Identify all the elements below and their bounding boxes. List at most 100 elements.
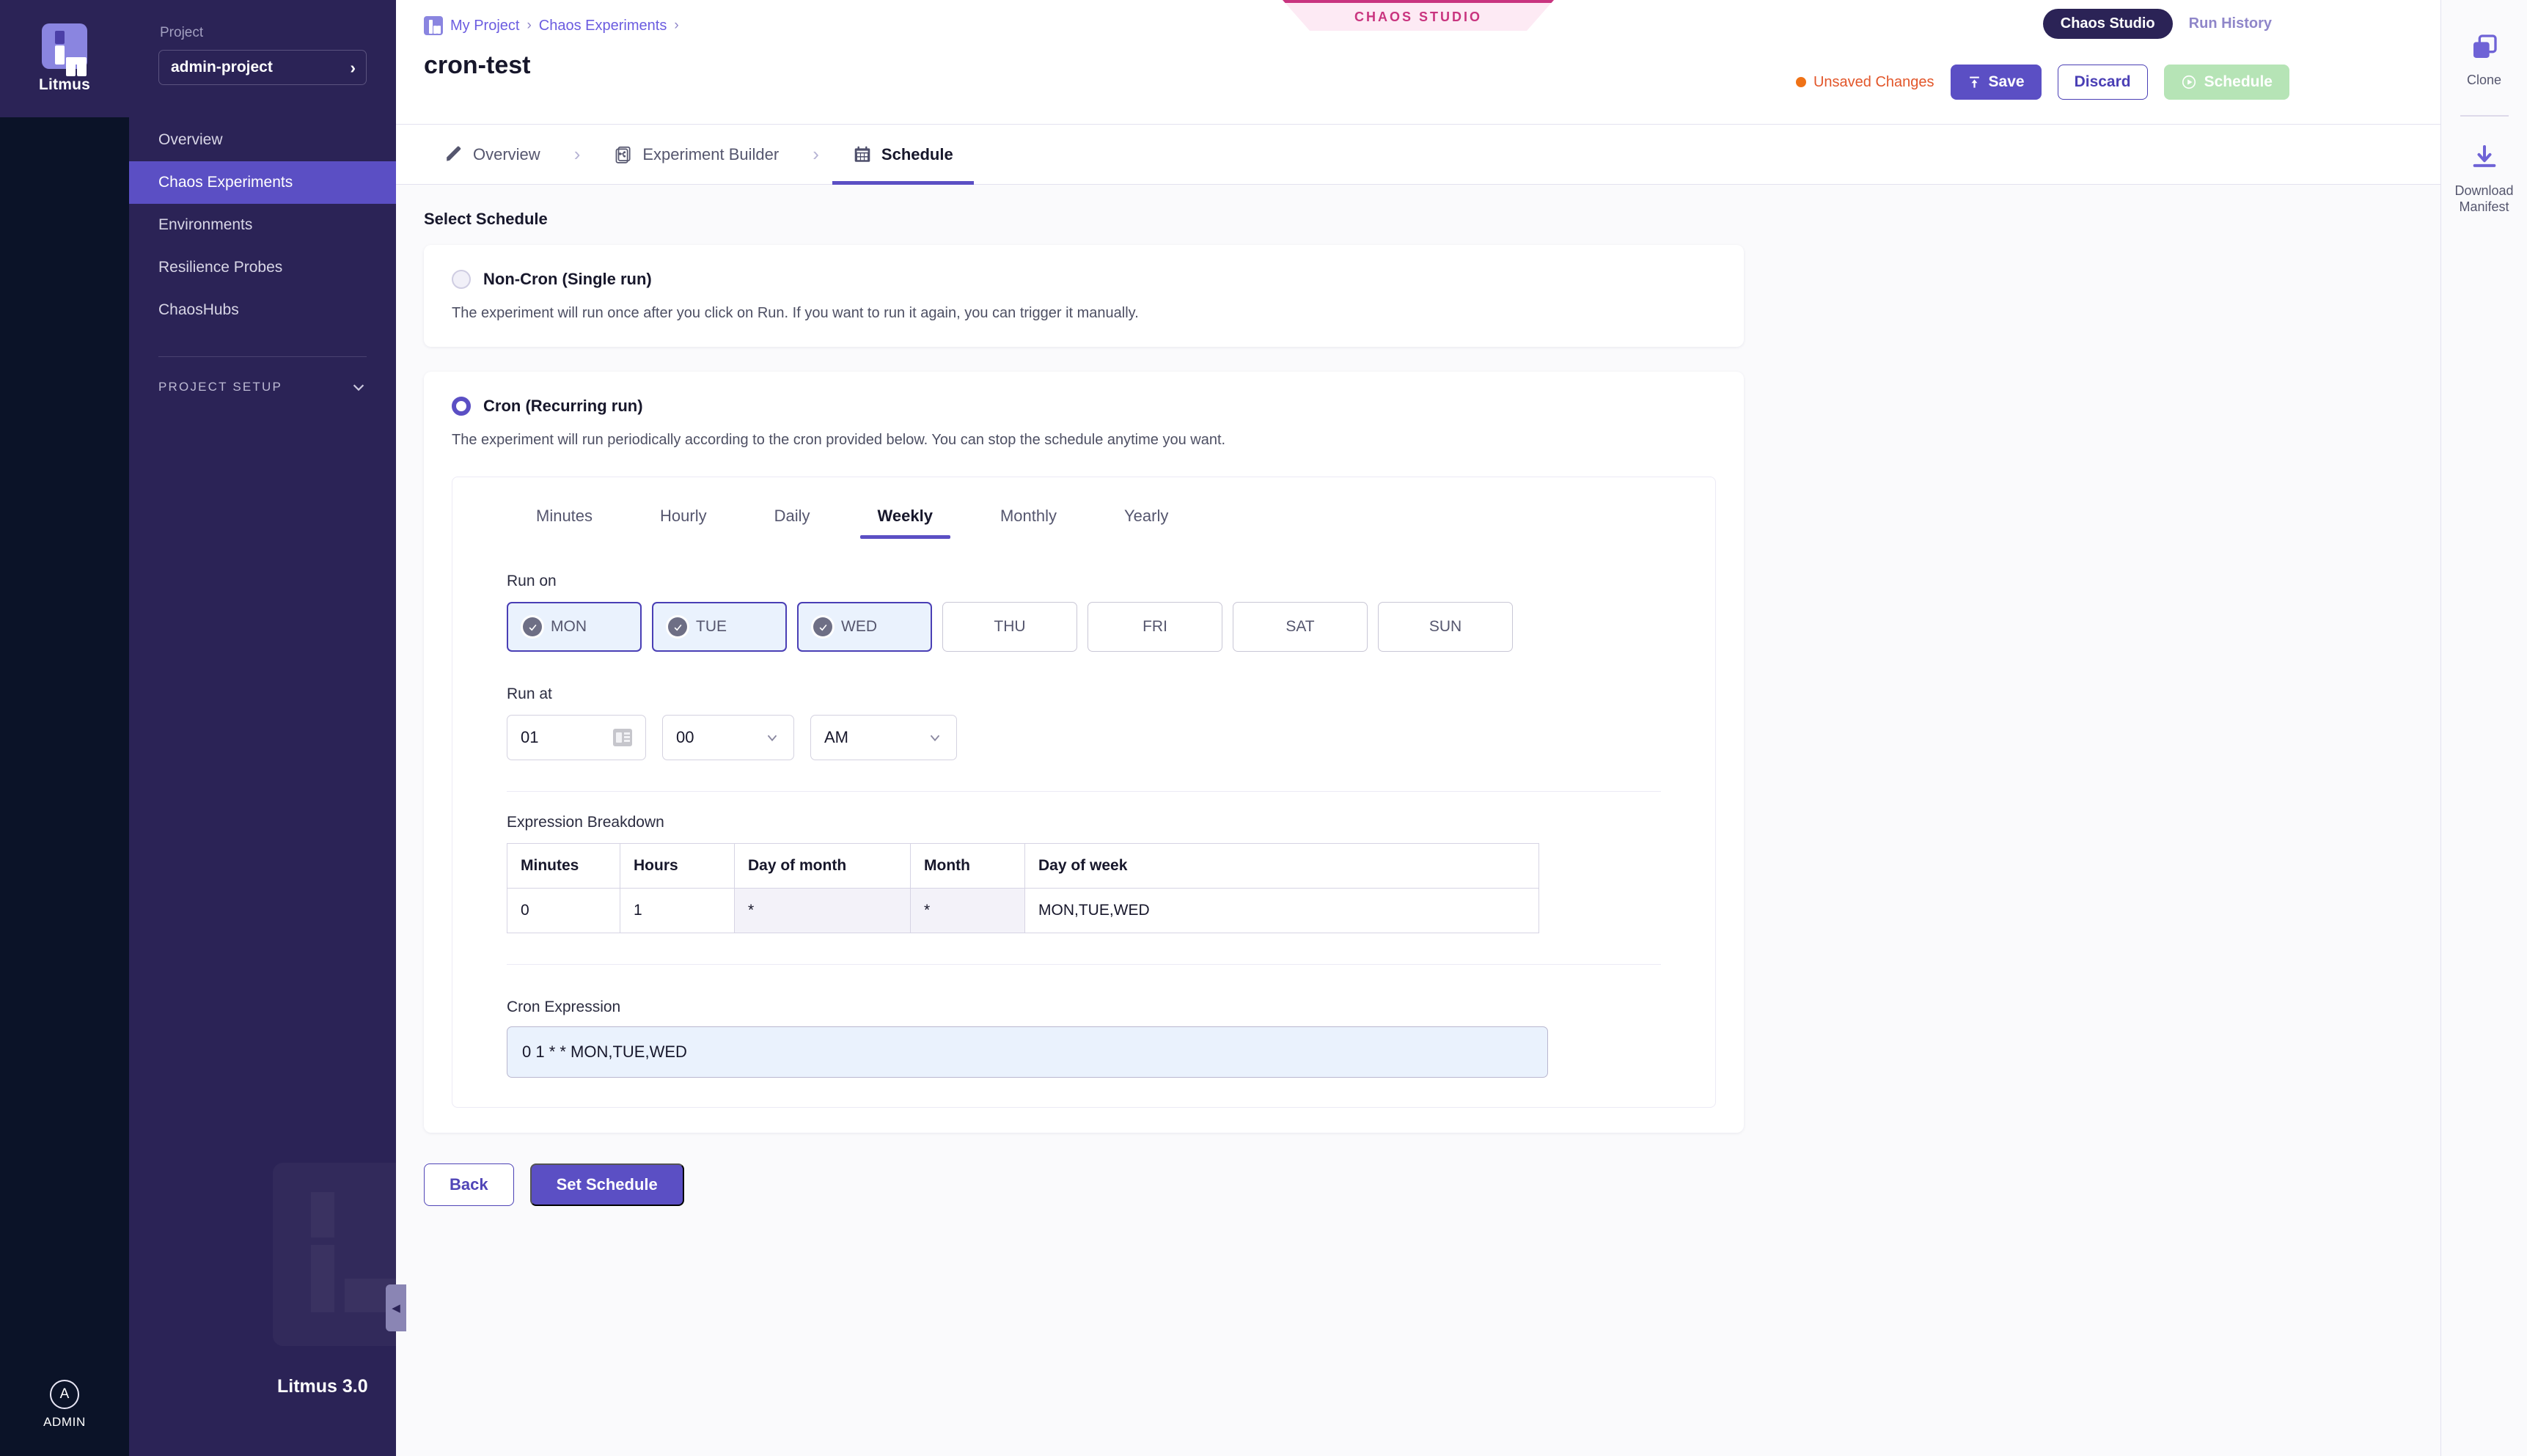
- option-header: Non-Cron (Single run): [452, 270, 1716, 289]
- unsaved-changes-badge: Unsaved Changes: [1795, 73, 1934, 91]
- avatar: A: [50, 1380, 79, 1409]
- sidebar-divider: [158, 356, 367, 357]
- tab-experiment-builder[interactable]: Experiment Builder: [593, 125, 799, 185]
- hour-input[interactable]: 01: [507, 715, 646, 760]
- back-button[interactable]: Back: [424, 1163, 514, 1206]
- column-header-month: Month: [910, 843, 1025, 889]
- day-button-tue[interactable]: TUE: [652, 602, 787, 652]
- app-rail: Litmus A ADMIN: [0, 0, 129, 1456]
- chevron-right-icon: ›: [573, 143, 581, 165]
- option-description: The experiment will run periodically acc…: [452, 432, 1226, 448]
- meridiem-value: AM: [824, 728, 848, 746]
- clone-action[interactable]: Clone: [2467, 32, 2501, 89]
- cron-tab-minutes[interactable]: Minutes: [536, 507, 593, 525]
- breadcrumb-link-my-project[interactable]: My Project: [450, 17, 520, 34]
- right-rail-divider: [2460, 114, 2509, 117]
- tab-schedule[interactable]: Schedule: [832, 125, 974, 185]
- footer-actions: Back Set Schedule: [424, 1163, 2440, 1206]
- option-header: Cron (Recurring run): [452, 397, 1716, 416]
- cron-tab-hourly[interactable]: Hourly: [660, 507, 707, 525]
- radio-non-cron[interactable]: [452, 270, 471, 289]
- cron-tab-weekly[interactable]: Weekly: [859, 496, 951, 539]
- tab-label: Overview: [473, 144, 540, 163]
- day-selector: MON TUE WED THU: [507, 602, 1683, 652]
- section-title: Select Schedule: [424, 210, 548, 228]
- sidebar-item-environments[interactable]: Environments: [129, 204, 396, 246]
- project-selector[interactable]: admin-project ›: [158, 50, 367, 85]
- copy-icon: [2473, 34, 2497, 58]
- divider: [507, 791, 1661, 792]
- run-at-label: Run at: [507, 685, 552, 702]
- day-label: FRI: [1143, 618, 1167, 635]
- top-bar: CHAOS STUDIO My Project › Chaos Experime…: [396, 0, 2440, 125]
- cron-tab-yearly[interactable]: Yearly: [1124, 507, 1169, 525]
- sidebar-item-chaoshubs[interactable]: ChaosHubs: [129, 289, 396, 331]
- mode-tabs: Chaos Studio Run History: [2042, 9, 2272, 39]
- cell-day-of-month: *: [734, 888, 911, 933]
- expression-breakdown-label: Expression Breakdown: [507, 814, 664, 831]
- tab-overview[interactable]: Overview: [424, 125, 561, 185]
- brand-block[interactable]: Litmus: [0, 0, 129, 117]
- day-label: MON: [551, 618, 587, 635]
- day-button-wed[interactable]: WED: [797, 602, 932, 652]
- option-card-non-cron[interactable]: Non-Cron (Single run) The experiment wil…: [424, 245, 1744, 347]
- user-name: ADMIN: [43, 1415, 86, 1429]
- main-area: CHAOS STUDIO My Project › Chaos Experime…: [396, 0, 2440, 1456]
- unsaved-changes-label: Unsaved Changes: [1813, 73, 1934, 90]
- save-button[interactable]: Save: [1950, 65, 2042, 100]
- litmus-logo-icon: [424, 16, 443, 35]
- minute-select[interactable]: 00: [662, 715, 794, 760]
- brand-name: Litmus: [38, 76, 91, 93]
- breadcrumb: My Project › Chaos Experiments ›: [424, 0, 2440, 35]
- download-icon: [2473, 144, 2495, 167]
- breadcrumb-link-chaos-experiments[interactable]: Chaos Experiments: [538, 17, 667, 34]
- download-manifest-action[interactable]: Download Manifest: [2441, 143, 2527, 216]
- schedule-button[interactable]: Schedule: [2163, 65, 2289, 100]
- hour-value: 01: [521, 728, 539, 746]
- chevron-right-icon: ›: [350, 57, 356, 77]
- cell-day-of-week: MON,TUE,WED: [1024, 888, 1539, 933]
- play-circle-icon: [2182, 75, 2196, 89]
- user-account[interactable]: A ADMIN: [0, 1380, 129, 1430]
- cron-panel: Minutes Hourly Daily Weekly Monthly Year…: [452, 477, 1716, 1108]
- tab-chaos-studio[interactable]: Chaos Studio: [2042, 9, 2173, 39]
- day-button-thu[interactable]: THU: [942, 602, 1077, 652]
- collapse-left-icon[interactable]: ◀: [386, 1284, 406, 1331]
- cron-tab-daily[interactable]: Daily: [774, 507, 810, 525]
- day-button-sun[interactable]: SUN: [1378, 602, 1513, 652]
- sidebar-item-chaos-experiments[interactable]: Chaos Experiments: [129, 161, 396, 204]
- chevron-down-icon: [767, 735, 777, 742]
- upload-icon: [1969, 76, 1979, 88]
- option-card-cron[interactable]: Cron (Recurring run) The experiment will…: [424, 372, 1744, 1133]
- project-selector-value: admin-project: [171, 59, 273, 76]
- sidebar-item-resilience-probes[interactable]: Resilience Probes: [129, 246, 396, 289]
- day-label: THU: [994, 618, 1026, 635]
- page-title: cron-test: [424, 51, 531, 79]
- set-schedule-button[interactable]: Set Schedule: [529, 1163, 684, 1206]
- day-button-mon[interactable]: MON: [507, 602, 642, 652]
- tab-run-history[interactable]: Run History: [2188, 15, 2272, 32]
- sidebar-item-overview[interactable]: Overview: [129, 119, 396, 161]
- cell-minutes: 0: [507, 888, 620, 933]
- run-on-label: Run on: [507, 573, 557, 589]
- cell-month: *: [910, 888, 1025, 933]
- chaos-studio-ribbon: CHAOS STUDIO: [1283, 0, 1554, 31]
- day-button-fri[interactable]: FRI: [1088, 602, 1222, 652]
- wizard-steps: Overview › Experiment Builder ›: [396, 125, 2440, 185]
- sidebar-item-label: Resilience Probes: [158, 259, 283, 276]
- cron-expression-value: 0 1 * * MON,TUE,WED: [522, 1043, 687, 1061]
- minute-value: 00: [676, 728, 694, 746]
- day-button-sat[interactable]: SAT: [1233, 602, 1368, 652]
- sidebar-item-label: Overview: [158, 131, 223, 148]
- radio-cron[interactable]: [452, 397, 471, 416]
- option-description: The experiment will run once after you c…: [452, 305, 1139, 321]
- table-row: 0 1 * * MON,TUE,WED: [507, 888, 1539, 933]
- sidebar-section-project-setup[interactable]: PROJECT SETUP: [129, 379, 396, 395]
- cron-tab-monthly[interactable]: Monthly: [1000, 507, 1057, 525]
- column-header-minutes: Minutes: [507, 843, 620, 889]
- image-list-icon: [613, 729, 632, 746]
- project-label: Project: [160, 25, 204, 40]
- meridiem-select[interactable]: AM: [810, 715, 957, 760]
- cron-expression-input[interactable]: 0 1 * * MON,TUE,WED: [507, 1026, 1548, 1078]
- discard-button[interactable]: Discard: [2057, 65, 2148, 100]
